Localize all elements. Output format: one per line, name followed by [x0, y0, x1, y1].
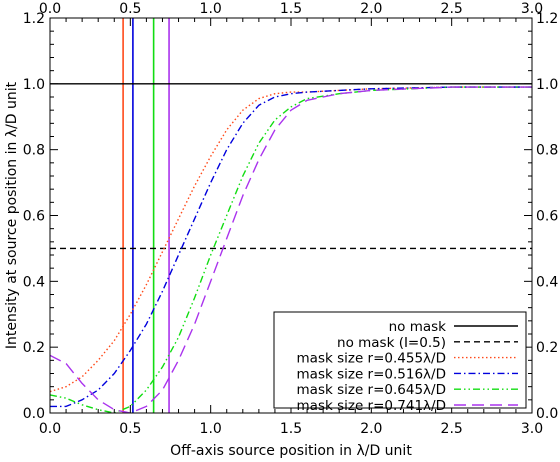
- legend-entry-label-1: no mask (I=0.5): [337, 335, 446, 351]
- x-tick-label-top: 2.0: [360, 1, 382, 17]
- legend-entry-label-4: mask size r=0.645λ/D: [297, 382, 446, 398]
- x-tick-label-top: 0.0: [39, 1, 61, 17]
- x-tick-label-top: 1.5: [280, 1, 302, 17]
- series-line-2: [50, 86, 532, 393]
- y-tick-label-right: 1.0: [536, 77, 558, 93]
- y-tick-label-right: 0.4: [536, 274, 558, 290]
- legend-entry-label-5: mask size r=0.741λ/D: [297, 398, 446, 414]
- legend-entry-label-3: mask size r=0.516λ/D: [297, 366, 446, 382]
- y-tick-label-left: 0.6: [23, 209, 45, 225]
- y-tick-label-left: 1.2: [23, 11, 45, 27]
- x-tick-label-bottom: 0.0: [39, 421, 61, 437]
- x-axis-label: Off-axis source position in λ/D unit: [170, 443, 412, 459]
- legend-entry-label-0: no mask: [389, 319, 447, 335]
- y-tick-label-right: 1.2: [536, 11, 558, 27]
- legend-entry-label-2: mask size r=0.455λ/D: [297, 351, 446, 367]
- y-tick-label-left: 0.8: [23, 143, 45, 159]
- y-tick-label-right: 0.2: [536, 340, 558, 356]
- y-axis-label: Intensity at source position in λ/D unit: [4, 81, 20, 349]
- series-line-3: [50, 86, 532, 408]
- y-tick-label-left: 1.0: [23, 77, 45, 93]
- x-tick-label-bottom: 1.0: [200, 421, 222, 437]
- y-tick-label-right: 0.8: [536, 143, 558, 159]
- y-tick-label-right: 0.0: [536, 406, 558, 422]
- y-tick-label-left: 0.4: [23, 274, 45, 290]
- series-line-4: [50, 86, 532, 413]
- x-tick-label-bottom: 3.0: [521, 421, 543, 437]
- y-tick-label-right: 0.6: [536, 209, 558, 225]
- legend-box: [273, 311, 527, 409]
- x-tick-label-top: 0.5: [119, 1, 141, 17]
- x-tick-label-bottom: 1.5: [280, 421, 302, 437]
- x-tick-label-top: 3.0: [521, 1, 543, 17]
- x-tick-label-top: 1.0: [200, 1, 222, 17]
- y-tick-label-left: 0.2: [23, 340, 45, 356]
- series-line-5: [50, 86, 532, 413]
- y-tick-label-left: 0.0: [23, 406, 45, 422]
- x-tick-label-bottom: 0.5: [119, 421, 141, 437]
- x-tick-label-bottom: 2.0: [360, 421, 382, 437]
- x-tick-label-bottom: 2.5: [441, 421, 463, 437]
- x-tick-label-top: 2.5: [441, 1, 463, 17]
